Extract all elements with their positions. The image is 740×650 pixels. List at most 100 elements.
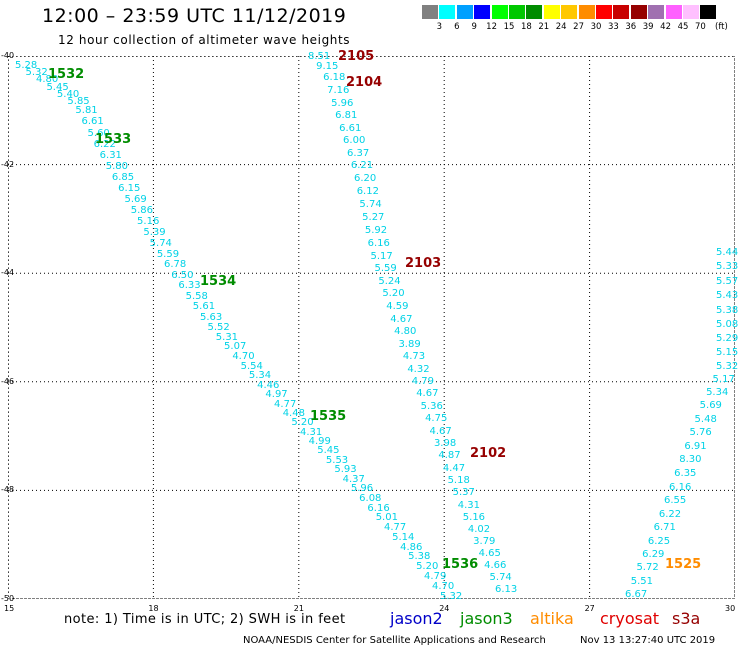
- legend-swatch: [665, 5, 682, 19]
- wave-height-value: 6.20: [353, 173, 377, 185]
- wave-height-value: 5.38: [408, 551, 431, 563]
- wave-height-value: 6.25: [647, 535, 671, 547]
- wave-height-value: 6.71: [653, 522, 676, 534]
- wave-height-value: 4.31: [457, 499, 480, 511]
- wave-height-value: 5.07: [224, 341, 247, 353]
- wave-height-value: 4.79: [424, 571, 447, 583]
- wave-height-value: 4.99: [308, 435, 331, 447]
- wave-height-value: 6.16: [669, 481, 692, 493]
- wave-height-value: 6.16: [367, 237, 390, 249]
- legend-swatch: [456, 5, 473, 19]
- wave-height-value: 5.31: [215, 331, 239, 343]
- wave-height-value: 5.08: [716, 318, 739, 330]
- orbit-pass-label: 1536: [442, 557, 479, 572]
- wave-height-value: 5.17: [370, 250, 393, 262]
- wave-height-value: 4.66: [484, 559, 507, 571]
- wave-height-value: 5.85: [67, 95, 90, 107]
- wave-height-value: 3.79: [473, 535, 496, 547]
- wave-height-value: 5.96: [350, 483, 374, 495]
- wave-height-value: 4.46: [257, 379, 280, 391]
- wave-height-value: 6.16: [367, 502, 390, 514]
- legend-swatch: [439, 5, 456, 19]
- wave-height-value: 5.96: [331, 97, 354, 109]
- wave-height-value: 4.32: [407, 363, 430, 375]
- wave-height-value: 5.74: [489, 571, 512, 583]
- wave-height-value: 7.16: [327, 84, 350, 96]
- wave-height-value: 5.20: [416, 561, 439, 573]
- wave-height-value: 5.58: [185, 290, 208, 302]
- wave-height-value: 4.75: [425, 413, 448, 425]
- map-plot-area: [8, 56, 735, 599]
- wave-height-value: 4.67: [390, 313, 413, 325]
- orbit-pass-label: 2103: [405, 256, 442, 271]
- legend-unit: (ft): [715, 22, 728, 32]
- wave-height-value: 4.48: [282, 408, 305, 420]
- wave-height-value: 5.53: [325, 454, 349, 466]
- wave-height-value: 5.34: [248, 370, 272, 382]
- wave-height-value: 4.70: [432, 581, 455, 593]
- wave-height-value: 6.15: [118, 183, 141, 195]
- wave-height-value: 6.08: [359, 493, 382, 505]
- wave-height-value: 4.80: [35, 74, 59, 86]
- wave-height-value: 4.86: [400, 541, 423, 553]
- wave-height-value: 5.36: [420, 400, 443, 412]
- legend-swatch: [474, 5, 491, 19]
- latitude-tick-label: -50: [1, 594, 15, 603]
- wave-height-value: 6.21: [350, 160, 374, 172]
- legend-label: 39: [642, 22, 654, 32]
- wave-height-value: 5.32: [440, 591, 463, 602]
- wave-height-value: 5.40: [56, 88, 80, 100]
- wave-height-value: 6.13: [495, 584, 518, 595]
- wave-height-value: 8.30: [679, 454, 702, 466]
- legend-label: 36: [625, 22, 637, 32]
- legend-label: 9: [471, 22, 477, 32]
- legend-label: 70: [694, 22, 706, 32]
- wave-height-value: 4.97: [265, 389, 288, 401]
- wave-height-value: 5.17: [712, 373, 735, 385]
- wave-height-value: 6.61: [339, 122, 362, 134]
- wave-height-value: 5.69: [699, 399, 722, 411]
- legend-swatch: [561, 5, 578, 19]
- wave-height-value: 4.70: [232, 350, 255, 362]
- wave-height-value: 6.00: [343, 135, 366, 147]
- wave-height-value: 5.52: [207, 321, 230, 333]
- wave-height-value: 5.24: [378, 275, 401, 287]
- legend-swatch: [543, 5, 560, 19]
- wave-height-value: 5.01: [375, 512, 398, 524]
- plot-border: [8, 56, 735, 599]
- wave-height-value: 6.81: [335, 110, 358, 122]
- wave-height-value: 5.34: [706, 386, 729, 398]
- wave-height-value: 6.78: [164, 259, 187, 271]
- wave-height-value: 5.61: [192, 301, 216, 313]
- latitude-tick-label: -40: [1, 51, 15, 60]
- map-title: 12:00 – 23:59 UTC 11/12/2019: [42, 5, 347, 27]
- longitude-tick-label: 30: [725, 604, 736, 613]
- legend-swatch: [596, 5, 612, 19]
- legend-swatch: [683, 5, 699, 19]
- wave-height-value: 5.44: [716, 247, 739, 258]
- wave-height-value: 5.38: [716, 304, 739, 316]
- wave-height-value: 6.22: [93, 138, 116, 150]
- legend-label: 6: [454, 22, 460, 32]
- wave-height-value: 5.33: [716, 261, 739, 273]
- wave-height-value: 5.86: [130, 205, 154, 217]
- wave-height-value: 4.67: [429, 425, 452, 437]
- satellite-name: s3a: [672, 609, 701, 628]
- orbit-pass-label: 2105: [338, 49, 375, 64]
- longitude-tick-label: 27: [584, 604, 595, 613]
- orbit-pass-label: 1535: [310, 409, 347, 424]
- units-note: note: 1) Time is in UTC; 2) SWH is in fe…: [64, 612, 346, 627]
- wave-height-value: 5.45: [46, 81, 69, 93]
- wave-height-value: 5.74: [359, 199, 382, 211]
- wave-height-value: 6.22: [658, 508, 682, 520]
- legend-swatch: [526, 5, 543, 19]
- wave-height-value: 5.20: [382, 288, 405, 300]
- legend-label: 18: [520, 22, 532, 32]
- legend-label: 12: [486, 22, 497, 32]
- longitude-tick-label: 24: [439, 604, 450, 613]
- wave-height-value: 6.29: [642, 548, 665, 560]
- wave-height-value: 5.93: [334, 464, 357, 476]
- wave-height-value: 4.77: [383, 521, 407, 533]
- legend-swatch: [630, 5, 647, 19]
- wave-height-value: 6.35: [674, 467, 697, 479]
